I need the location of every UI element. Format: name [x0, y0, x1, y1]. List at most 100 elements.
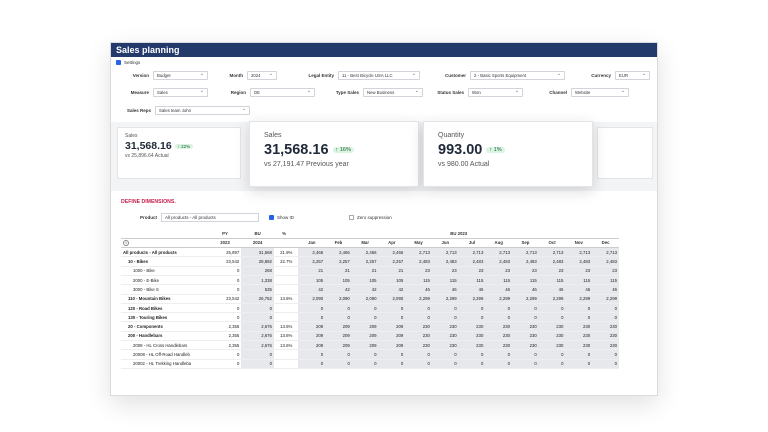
cell-month[interactable]: 0 — [298, 349, 326, 360]
cell-month[interactable]: 21 — [351, 266, 379, 277]
cell-month[interactable]: 230 — [512, 331, 539, 342]
cell-month[interactable]: 209 — [298, 331, 326, 342]
table-row[interactable]: 2008 - HL Cross Handlebars 2,355 2,676 13.6… — [121, 340, 619, 351]
cell-month[interactable]: 2,090 — [351, 294, 379, 304]
cell-month[interactable]: 0 — [378, 303, 406, 314]
cell-month[interactable]: 2,713 — [565, 247, 593, 258]
cell-month[interactable]: 230 — [512, 340, 539, 351]
product-select[interactable]: All products - All products — [161, 213, 259, 222]
show-id-checkbox[interactable] — [269, 215, 274, 220]
cell-month[interactable]: 2,483 — [538, 256, 566, 267]
cell-month[interactable]: 2,299 — [431, 294, 459, 304]
cell-month[interactable]: 23 — [565, 266, 593, 277]
cell-month[interactable]: 230 — [431, 340, 459, 351]
cell-month[interactable]: 115 — [512, 275, 539, 286]
cell-month[interactable]: 0 — [351, 312, 379, 323]
cell-month[interactable]: 115 — [592, 275, 619, 286]
cell-month[interactable]: 209 — [378, 321, 406, 332]
cell-month[interactable]: 230 — [405, 340, 432, 351]
cell-month[interactable]: 230 — [458, 331, 486, 342]
cell-bu[interactable]: 28,892 — [241, 256, 274, 267]
cell-month[interactable]: 0 — [325, 303, 352, 314]
cell-month[interactable]: 0 — [298, 303, 326, 314]
cell-month[interactable]: 0 — [405, 312, 432, 323]
cell-month[interactable]: 105 — [351, 275, 379, 286]
cell-month[interactable]: 21 — [298, 266, 326, 277]
cell-month[interactable]: 2,713 — [405, 247, 432, 258]
cell-month[interactable]: 42 — [325, 284, 352, 295]
cell-bu[interactable]: 2,676 — [241, 331, 274, 342]
table-row[interactable]: 3000 - Bike S 0 535 42 42 42 42 46 46 46 46 46 46 46 4… — [121, 284, 619, 295]
cell-month[interactable]: 2,713 — [592, 247, 619, 258]
table-row[interactable]: All products - All products 25,897 31,568 2… — [121, 247, 619, 258]
cell-month[interactable]: 2,483 — [431, 256, 459, 267]
cell-month[interactable]: 0 — [458, 359, 486, 369]
cell-month[interactable]: 21 — [325, 266, 352, 277]
region-select[interactable]: DE — [250, 87, 315, 97]
cell-month[interactable]: 230 — [592, 331, 619, 342]
cell-month[interactable]: 230 — [538, 331, 566, 342]
cell-month[interactable]: 23 — [592, 266, 619, 277]
cell-month[interactable]: 230 — [431, 321, 459, 332]
cell-month[interactable]: 0 — [405, 303, 432, 314]
cell-month[interactable]: 115 — [565, 275, 593, 286]
sales-reps-select[interactable]: Sales team John — [155, 105, 250, 115]
cell-month[interactable]: 2,713 — [431, 247, 459, 258]
cell-month[interactable]: 2,299 — [538, 294, 566, 304]
cell-month[interactable]: 209 — [325, 321, 352, 332]
cell-month[interactable]: 0 — [351, 349, 379, 360]
table-row[interactable]: 2000 - E-Bike 0 1,338 105 105 105 105 115 115 115… — [121, 275, 619, 286]
cell-month[interactable]: 0 — [378, 312, 406, 323]
cell-month[interactable]: 0 — [565, 303, 593, 314]
cell-month[interactable]: 115 — [431, 275, 459, 286]
type-sales-select[interactable]: New Business — [363, 87, 423, 97]
cell-month[interactable]: 0 — [431, 349, 459, 360]
cell-month[interactable]: 209 — [325, 331, 352, 342]
cell-month[interactable]: 0 — [458, 303, 486, 314]
zero-suppression-checkbox[interactable] — [349, 215, 355, 220]
cell-month[interactable]: 0 — [565, 359, 593, 369]
cell-month[interactable]: 0 — [298, 312, 326, 323]
cell-month[interactable]: 2,713 — [485, 247, 513, 258]
table-row[interactable]: 20002 - HL Trekking Handleba 0 0 0 0 0 0 0 0 0 0 0 0… — [121, 359, 619, 369]
cell-month[interactable]: 23 — [458, 266, 486, 277]
cell-month[interactable]: 46 — [405, 284, 432, 295]
cell-month[interactable]: 46 — [512, 284, 539, 295]
cell-bu[interactable]: 2,676 — [241, 340, 274, 351]
cell-month[interactable]: 2,299 — [565, 294, 593, 304]
cell-month[interactable]: 2,299 — [512, 294, 539, 304]
cell-month[interactable]: 0 — [485, 349, 513, 360]
cell-month[interactable]: 115 — [538, 275, 566, 286]
settings-toggle[interactable]: Settings — [111, 57, 657, 68]
settings-checkbox[interactable] — [116, 60, 121, 65]
cell-month[interactable]: 0 — [565, 312, 593, 323]
info-icon[interactable]: i — [121, 238, 209, 247]
cell-month[interactable]: 2,466 — [325, 247, 352, 258]
cell-bu[interactable]: 26,752 — [241, 294, 274, 304]
cell-month[interactable]: 46 — [538, 284, 566, 295]
cell-month[interactable]: 230 — [458, 321, 486, 332]
cell-month[interactable]: 2,466 — [378, 247, 406, 258]
cell-month[interactable]: 230 — [565, 331, 593, 342]
cell-month[interactable]: 46 — [592, 284, 619, 295]
cell-month[interactable]: 105 — [325, 275, 352, 286]
status-sales-select[interactable]: Won — [468, 87, 523, 97]
cell-month[interactable]: 2,466 — [298, 247, 326, 258]
cell-month[interactable]: 0 — [512, 349, 539, 360]
cell-month[interactable]: 2,483 — [458, 256, 486, 267]
cell-bu[interactable]: 0 — [241, 359, 274, 369]
cell-month[interactable]: 46 — [565, 284, 593, 295]
cell-month[interactable]: 230 — [405, 331, 432, 342]
cell-month[interactable]: 0 — [538, 349, 566, 360]
cell-month[interactable]: 0 — [351, 359, 379, 369]
cell-month[interactable]: 0 — [378, 349, 406, 360]
cell-month[interactable]: 0 — [325, 349, 352, 360]
cell-month[interactable]: 209 — [351, 331, 379, 342]
cell-month[interactable]: 0 — [538, 359, 566, 369]
cell-month[interactable]: 46 — [458, 284, 486, 295]
cell-month[interactable]: 115 — [485, 275, 513, 286]
cell-month[interactable]: 230 — [538, 321, 566, 332]
cell-month[interactable]: 209 — [298, 340, 326, 351]
legal-entity-select[interactable]: 11 - Best Bicycle USA LLC — [338, 70, 420, 80]
cell-bu[interactable]: 0 — [241, 312, 274, 323]
